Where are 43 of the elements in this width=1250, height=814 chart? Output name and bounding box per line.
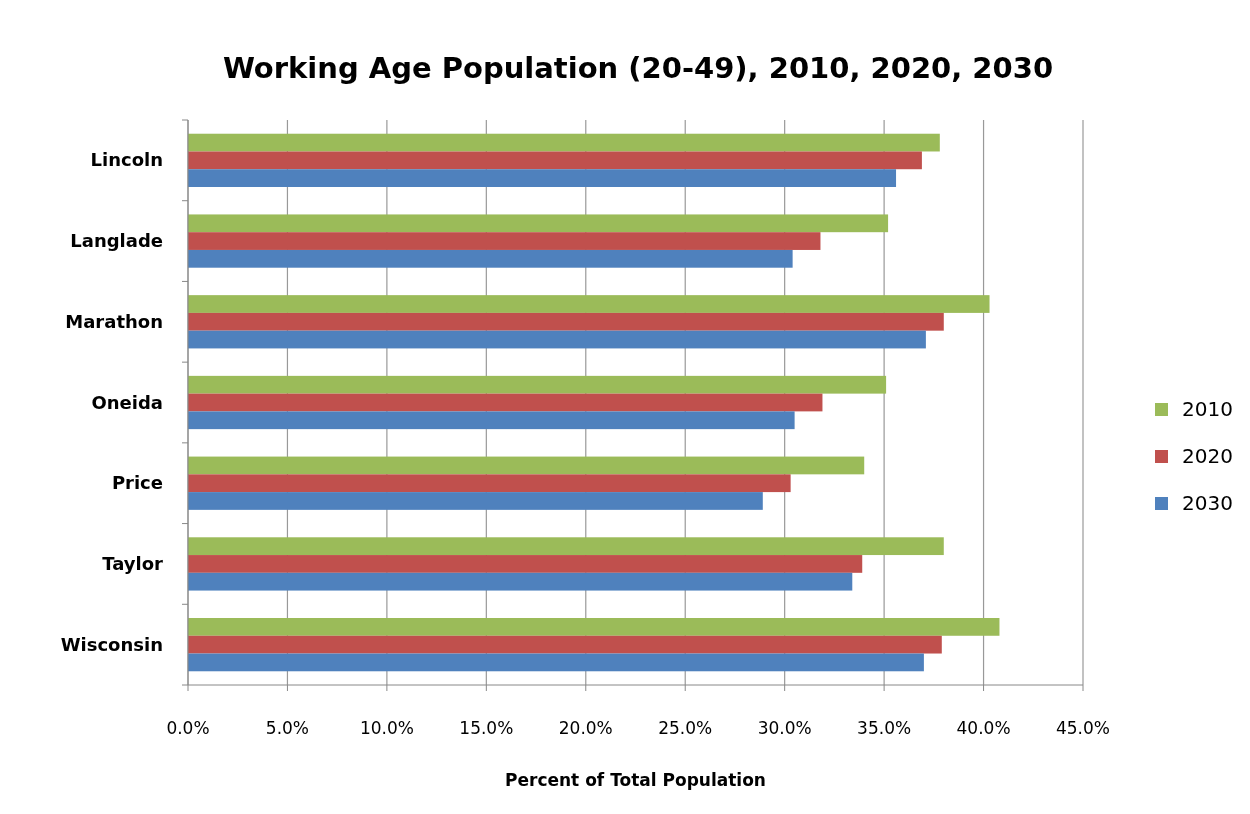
x-axis-title: Percent of Total Population (505, 770, 766, 790)
x-tick-label: 30.0% (757, 718, 812, 738)
y-tick-label: Marathon (65, 310, 163, 332)
x-tick-label: 15.0% (459, 718, 514, 738)
bar (188, 474, 791, 493)
bar (188, 214, 889, 233)
y-tick-label: Price (111, 472, 163, 494)
bar (188, 312, 944, 331)
bar (188, 133, 940, 152)
bar (188, 330, 926, 349)
bar (188, 555, 863, 573)
bar (188, 393, 823, 412)
bar (188, 653, 924, 672)
bar (188, 537, 944, 556)
bar (188, 232, 821, 250)
y-tick-label: Taylor (102, 552, 164, 574)
x-tick-label: 25.0% (658, 718, 713, 738)
bar (188, 635, 942, 654)
bar (188, 295, 990, 313)
x-tick-label: 5.0% (265, 718, 310, 738)
bar (188, 169, 897, 187)
legend-label: 2030 (1182, 491, 1233, 515)
bar (188, 456, 865, 475)
chart-title: Working Age Population (20-49), 2010, 2020, 2030 (222, 51, 1054, 85)
y-tick-label: Langlade (70, 230, 163, 252)
x-tick-label: 40.0% (956, 718, 1011, 738)
legend-label: 2020 (1182, 444, 1233, 468)
bar (188, 618, 1000, 636)
x-tick-label: 45.0% (1055, 718, 1111, 738)
y-tick-label: Wisconsin (60, 633, 163, 655)
x-tick-label: 35.0% (857, 718, 912, 738)
bar (188, 375, 887, 394)
x-tick-label: 0.0% (166, 718, 210, 738)
bar (188, 151, 922, 170)
x-tick-label: 20.0% (558, 718, 613, 738)
bar (188, 492, 763, 510)
bar (188, 572, 853, 591)
x-tick-label: 10.0% (359, 718, 414, 738)
y-tick-label: Oneida (91, 391, 163, 413)
y-tick-label: Lincoln (90, 149, 163, 171)
legend-label: 2010 (1182, 397, 1233, 421)
bar (188, 411, 795, 430)
bar (188, 249, 793, 268)
